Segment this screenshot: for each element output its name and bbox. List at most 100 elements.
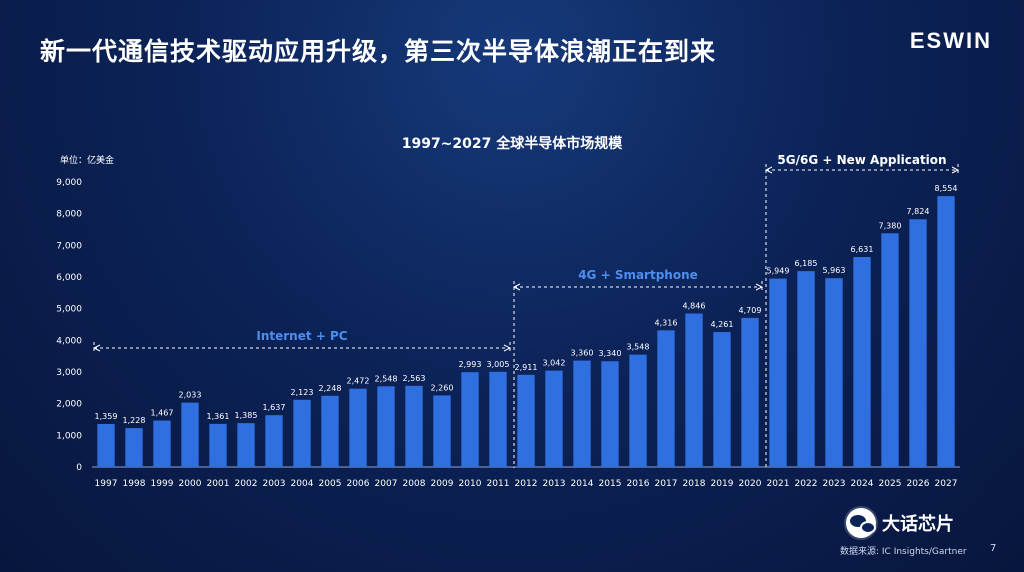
bar-value-label: 5,949 [767, 267, 790, 276]
y-tick-label: 9,000 [56, 178, 82, 188]
bar [937, 196, 955, 467]
bar-value-label: 2,548 [375, 374, 398, 383]
bar-value-label: 4,709 [739, 306, 762, 315]
x-tick-label: 2007 [375, 479, 398, 489]
page-number: 7 [990, 543, 997, 554]
bar [125, 428, 143, 467]
bar-value-label: 2,563 [403, 374, 426, 383]
x-tick-label: 1997 [95, 479, 118, 489]
era-arrow-left [92, 344, 101, 352]
x-tick-label: 2010 [459, 479, 482, 489]
y-tick-label: 5,000 [56, 305, 82, 315]
bar [517, 374, 535, 467]
bar-value-label: 2,248 [319, 384, 342, 393]
bar [97, 423, 115, 467]
x-tick-label: 2015 [599, 479, 622, 489]
bar [573, 360, 591, 467]
bar [405, 385, 423, 467]
bar [349, 388, 367, 467]
bar-value-label: 3,548 [627, 343, 650, 352]
bar [377, 386, 395, 467]
bar [629, 354, 647, 467]
x-tick-label: 2008 [403, 479, 426, 489]
bar-value-label: 7,380 [879, 221, 902, 230]
bar [741, 317, 759, 467]
era-arrow-left [512, 283, 521, 291]
bar [237, 423, 255, 467]
x-tick-label: 2021 [767, 479, 790, 489]
x-tick-label: 2019 [711, 479, 734, 489]
bar [209, 423, 227, 467]
era-arrow-right [503, 344, 512, 352]
x-tick-label: 1999 [151, 479, 174, 489]
bar [265, 415, 283, 467]
x-tick-label: 2002 [235, 479, 258, 489]
x-tick-label: 2023 [823, 479, 846, 489]
bar-value-label: 2,993 [459, 360, 482, 369]
bar-value-label: 8,554 [935, 184, 958, 193]
bar-value-label: 6,185 [795, 259, 818, 268]
x-tick-label: 2022 [795, 479, 818, 489]
bar [853, 257, 871, 467]
chart-title: 1997~2027 全球半导体市场规模 [401, 136, 623, 152]
x-tick-label: 2005 [319, 479, 342, 489]
bar [433, 395, 451, 467]
era-arrow-right [951, 166, 960, 174]
y-tick-label: 2,000 [56, 400, 82, 410]
x-tick-label: 2003 [263, 479, 286, 489]
y-tick-label: 1,000 [56, 431, 82, 441]
bar-value-label: 4,846 [683, 302, 706, 311]
bar [713, 332, 731, 467]
bar [881, 233, 899, 467]
x-tick-label: 2004 [291, 479, 314, 489]
bar-value-label: 3,360 [571, 349, 594, 358]
y-tick-label: 0 [76, 463, 82, 473]
bar [545, 370, 563, 467]
bar-value-label: 1,637 [263, 403, 286, 412]
bar [601, 361, 619, 467]
bar [657, 330, 675, 467]
y-tick-label: 3,000 [56, 368, 82, 378]
bar-value-label: 4,316 [655, 318, 678, 327]
bar-value-label: 3,005 [487, 360, 510, 369]
era-arrow-left [764, 166, 773, 174]
x-tick-label: 2011 [487, 479, 510, 489]
bar-value-label: 1,228 [123, 416, 146, 425]
era-arrow-right [755, 283, 764, 291]
bar [293, 399, 311, 467]
x-tick-label: 1998 [123, 479, 146, 489]
bar-value-label: 2,260 [431, 383, 454, 392]
x-tick-label: 2014 [571, 479, 594, 489]
bar [797, 271, 815, 467]
bar [769, 278, 787, 467]
slide-title: 新一代通信技术驱动应用升级，第三次半导体浪潮正在到来 [40, 37, 717, 66]
bar-value-label: 1,359 [95, 412, 118, 421]
bar [825, 278, 843, 467]
x-tick-label: 2012 [515, 479, 538, 489]
wechat-icon [846, 508, 876, 538]
x-tick-label: 2024 [851, 479, 874, 489]
bar-value-label: 2,123 [291, 388, 314, 397]
wechat-account-name: 大话芯片 [882, 514, 954, 535]
era-label: Internet + PC [256, 329, 347, 343]
bar-value-label: 2,911 [515, 363, 538, 372]
x-tick-label: 2000 [179, 479, 202, 489]
bar [685, 313, 703, 467]
x-tick-label: 2001 [207, 479, 230, 489]
bar [153, 420, 171, 467]
y-tick-label: 8,000 [56, 210, 82, 220]
bar-value-label: 2,472 [347, 377, 370, 386]
era-label: 4G + Smartphone [578, 268, 698, 282]
bar [461, 372, 479, 467]
wechat-watermark: 大话芯片 [846, 508, 954, 538]
x-tick-label: 2018 [683, 479, 706, 489]
unit-label: 单位：亿美金 [60, 156, 115, 166]
x-tick-label: 2025 [879, 479, 902, 489]
bar [321, 395, 339, 467]
x-tick-label: 2017 [655, 479, 678, 489]
y-tick-label: 4,000 [56, 336, 82, 346]
bar-value-label: 6,631 [851, 245, 874, 254]
bar-value-label: 5,963 [823, 266, 846, 275]
y-tick-label: 7,000 [56, 241, 82, 251]
